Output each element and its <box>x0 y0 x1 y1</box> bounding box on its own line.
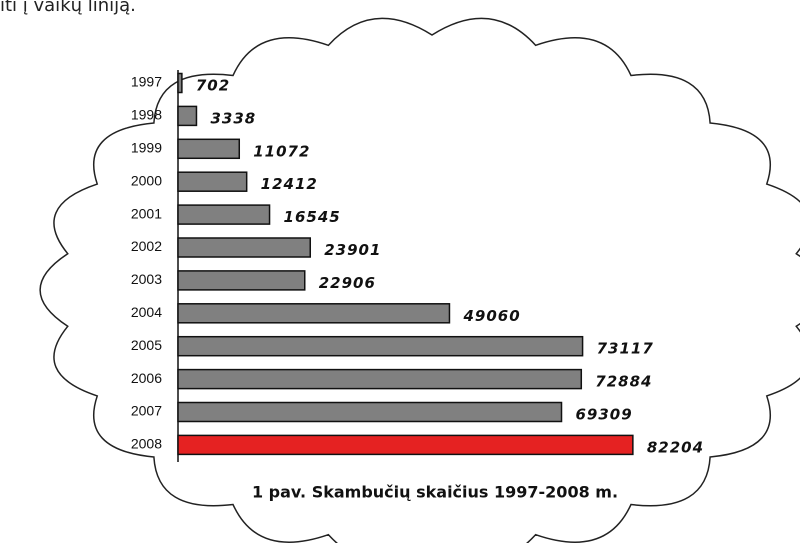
y-tick-label: 2005 <box>131 337 162 353</box>
value-label: 22906 <box>319 274 376 292</box>
bar <box>178 74 182 93</box>
y-tick-label: 2000 <box>131 172 162 188</box>
value-label: 82204 <box>647 438 704 456</box>
y-tick-label: 2003 <box>131 271 162 287</box>
value-label: 23901 <box>324 241 381 259</box>
bar <box>178 139 239 158</box>
value-label: 3338 <box>210 109 256 127</box>
value-label: 702 <box>196 77 230 95</box>
bar <box>178 304 449 323</box>
bar <box>178 172 247 191</box>
intro-text: iti į vaikų liniją. <box>0 0 136 16</box>
y-tick-label: 2001 <box>131 205 162 221</box>
value-label: 11072 <box>253 142 310 160</box>
value-label: 12412 <box>261 175 318 193</box>
y-tick-label: 2002 <box>131 238 162 254</box>
chart-caption: 1 pav. Skambučių skaičius 1997-2008 m. <box>252 483 618 502</box>
value-label: 73117 <box>597 340 654 358</box>
y-tick-label: 2007 <box>131 403 162 419</box>
bar <box>178 238 310 257</box>
y-tick-label: 1999 <box>131 140 162 156</box>
y-tick-label: 2006 <box>131 370 162 386</box>
bar <box>178 337 583 356</box>
value-label: 72884 <box>595 373 652 391</box>
value-label: 16545 <box>284 208 341 226</box>
bar <box>178 435 633 454</box>
value-label: 69309 <box>576 406 633 424</box>
chart: iti į vaikų liniją. 1 pav. Skambučių ska… <box>0 0 800 543</box>
y-tick-label: 2008 <box>131 436 162 452</box>
bar <box>178 271 305 290</box>
bar <box>178 106 196 125</box>
y-tick-label: 1997 <box>131 74 162 90</box>
bar <box>178 370 581 389</box>
value-label: 49060 <box>462 307 520 325</box>
bar <box>178 403 562 422</box>
bar <box>178 205 270 224</box>
page: iti į vaikų liniją. 1 pav. Skambučių ska… <box>0 0 800 543</box>
y-tick-label: 2004 <box>131 304 162 320</box>
y-tick-label: 1998 <box>131 107 162 123</box>
